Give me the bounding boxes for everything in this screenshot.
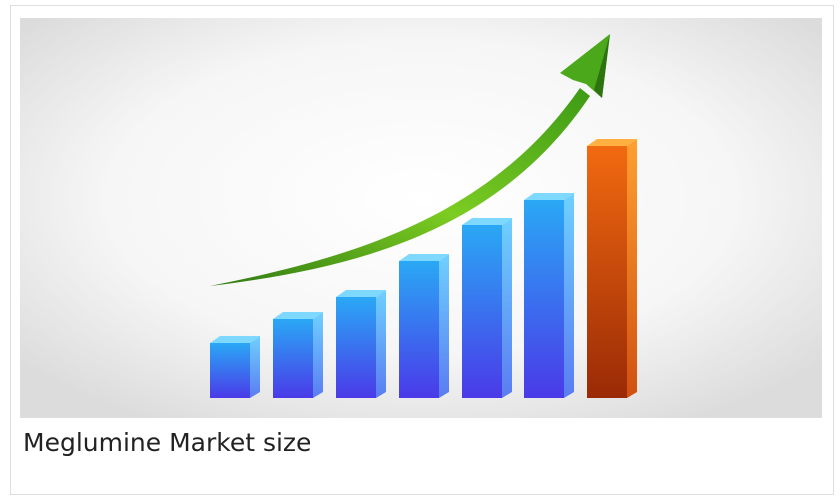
card: Meglumine Market size xyxy=(10,5,834,495)
bar xyxy=(524,193,574,398)
bar-highlight xyxy=(587,139,637,398)
bar xyxy=(462,218,512,398)
bar xyxy=(210,336,260,398)
caption: Meglumine Market size xyxy=(23,428,312,457)
bar xyxy=(336,290,386,398)
illustration xyxy=(20,18,822,418)
bar xyxy=(273,312,323,398)
bar xyxy=(399,254,449,398)
bars xyxy=(210,139,637,398)
growth-arrow xyxy=(210,34,610,286)
